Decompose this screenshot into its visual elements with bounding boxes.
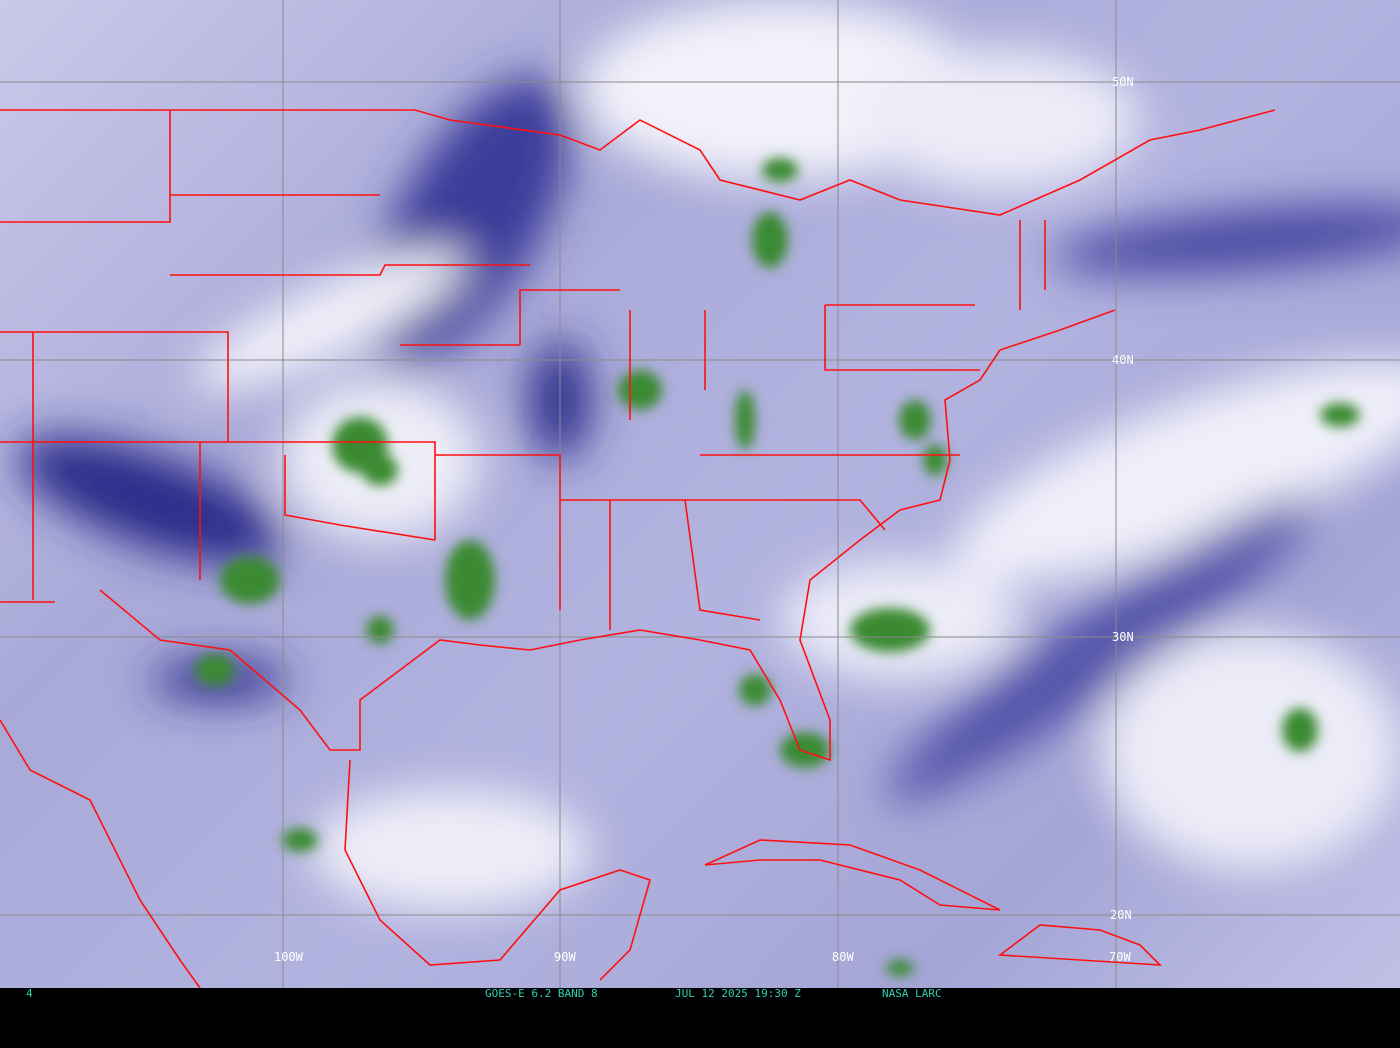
hispaniola bbox=[997, 924, 1163, 966]
lat-lon-grid bbox=[0, 0, 1400, 988]
lat-label-40n: 40N bbox=[1112, 353, 1134, 367]
grid-labels: 50N 40N 30N 20N 100W 90W 80W 70W bbox=[274, 75, 1134, 964]
water-vapor-satellite-map: 50N 40N 30N 20N 100W 90W 80W 70W bbox=[0, 0, 1400, 988]
mexico-coast bbox=[344, 759, 651, 981]
us-canada-border bbox=[0, 109, 1276, 216]
lat-label-20n: 20N bbox=[1110, 908, 1132, 922]
satellite-imagery: 50N 40N 30N 20N 100W 90W 80W 70W bbox=[0, 0, 1400, 988]
caption-bar: 4 GOES-E 6.2 BAND 8 JUL 12 2025 19:30 Z … bbox=[0, 988, 1400, 1000]
gulf-coast bbox=[99, 309, 1116, 762]
image-datetime: JUL 12 2025 19:30 Z bbox=[675, 987, 801, 1000]
state-lines bbox=[0, 110, 1046, 630]
satellite-product: GOES-E 6.2 BAND 8 bbox=[485, 987, 598, 1000]
lon-label-70w: 70W bbox=[1109, 950, 1131, 964]
pacific-mexico bbox=[0, 719, 201, 988]
frame-marker: 4 bbox=[26, 987, 33, 1000]
political-borders bbox=[0, 109, 1276, 988]
image-source: NASA LARC bbox=[882, 987, 942, 1000]
cold-cloud-tops bbox=[195, 158, 1360, 976]
lat-label-30n: 30N bbox=[1112, 630, 1134, 644]
cuba bbox=[704, 839, 1001, 911]
lon-label-100w: 100W bbox=[274, 950, 304, 964]
lat-label-50n: 50N bbox=[1112, 75, 1134, 89]
lon-label-90w: 90W bbox=[554, 950, 576, 964]
lon-label-80w: 80W bbox=[832, 950, 854, 964]
